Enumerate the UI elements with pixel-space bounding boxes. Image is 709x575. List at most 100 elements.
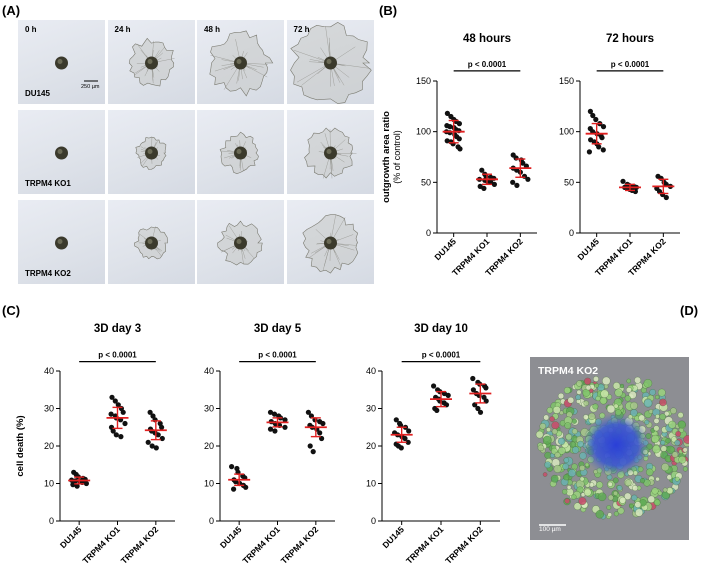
x-tick-label: TRPM4 KO1	[80, 524, 122, 566]
cell	[613, 491, 617, 495]
cell	[563, 463, 569, 469]
cell	[654, 426, 660, 432]
cell	[683, 467, 688, 472]
cell	[583, 389, 590, 396]
cell	[607, 505, 611, 509]
cell	[583, 415, 588, 420]
cell	[586, 385, 591, 390]
cell	[579, 497, 587, 505]
cell	[598, 493, 606, 501]
time-label: 24 h	[115, 25, 131, 34]
cell	[639, 415, 645, 421]
spheroid-highlight	[326, 239, 331, 244]
data-point	[434, 408, 439, 413]
cell	[563, 474, 569, 480]
y-axis-label: cell death (%)	[15, 415, 26, 476]
cell	[572, 429, 577, 434]
x-tick-label: DU145	[380, 524, 406, 550]
cell	[589, 483, 594, 488]
y-tick-label: 150	[559, 76, 574, 86]
cell	[562, 489, 567, 494]
cell	[596, 510, 604, 518]
y-tick-label: 100	[559, 127, 574, 137]
cell	[572, 447, 579, 454]
cell	[600, 397, 607, 404]
cell	[646, 469, 653, 476]
data-point	[593, 117, 598, 122]
data-point	[320, 421, 325, 426]
spheroid-drawing	[287, 110, 374, 194]
cell	[558, 393, 564, 399]
data-point	[599, 135, 604, 140]
significance-label: p < 0.0001	[258, 351, 297, 360]
data-point	[282, 425, 287, 430]
panel-label-b: (B)	[379, 3, 397, 18]
spheroid-highlight	[237, 59, 242, 64]
cell	[536, 431, 543, 438]
cell	[648, 496, 655, 503]
spheroid-drawing	[197, 110, 284, 194]
spheroid-highlight	[58, 149, 63, 154]
data-point	[478, 410, 483, 415]
data-point	[596, 144, 601, 149]
spheroid-highlight	[237, 149, 242, 154]
fluorescence-label: TRPM4 KO2	[538, 365, 598, 377]
y-axis-label: outgrowth area ratio	[381, 111, 392, 203]
cell	[584, 401, 589, 406]
cell	[576, 381, 582, 387]
cell	[675, 440, 681, 446]
significance-label: p < 0.0001	[611, 60, 650, 69]
nuclear-core	[582, 413, 650, 477]
x-tick-label: TRPM4 KO1	[240, 524, 282, 566]
data-point	[481, 186, 486, 191]
time-label: 48 h	[204, 25, 220, 34]
cell	[630, 402, 637, 409]
cell	[645, 420, 650, 425]
time-label: 72 h	[294, 25, 310, 34]
data-point	[118, 434, 123, 439]
cell	[584, 378, 591, 385]
y-tick-label: 0	[569, 228, 574, 238]
cell	[608, 482, 613, 487]
cell	[652, 435, 660, 443]
y-tick-label: 10	[366, 479, 376, 489]
x-tick-label: TRPM4 KO2	[443, 524, 485, 566]
cell	[546, 428, 550, 432]
cell	[644, 399, 652, 407]
data-point	[406, 428, 411, 433]
micrograph-cell	[287, 200, 374, 284]
data-point	[470, 376, 475, 381]
cell	[661, 446, 667, 452]
x-tick-label: TRPM4 KO2	[119, 524, 161, 566]
cell	[608, 513, 612, 517]
spheroid-highlight	[326, 149, 331, 154]
cell	[620, 497, 626, 503]
cell	[596, 482, 603, 489]
y-tick-label: 0	[209, 516, 214, 526]
x-tick-label: DU145	[218, 524, 244, 550]
y-axis-sublabel: (% of control)	[392, 130, 402, 184]
cell	[640, 478, 645, 483]
cell	[613, 382, 620, 389]
micrograph-cell	[287, 110, 374, 194]
cell	[644, 379, 652, 387]
data-point	[114, 432, 119, 437]
data-point	[492, 182, 497, 187]
y-tick-label: 50	[564, 177, 574, 187]
cell	[593, 404, 599, 410]
spheroid-highlight	[326, 59, 331, 64]
cell	[580, 477, 584, 481]
cell	[544, 415, 549, 420]
y-tick-label: 40	[204, 366, 214, 376]
data-point	[587, 149, 592, 154]
cell	[565, 422, 571, 428]
cell	[655, 395, 659, 399]
cell	[567, 485, 571, 489]
cell-line-label: DU145	[25, 89, 50, 98]
data-point	[457, 121, 462, 126]
data-point	[399, 445, 404, 450]
time-label: 0 h	[25, 25, 37, 34]
